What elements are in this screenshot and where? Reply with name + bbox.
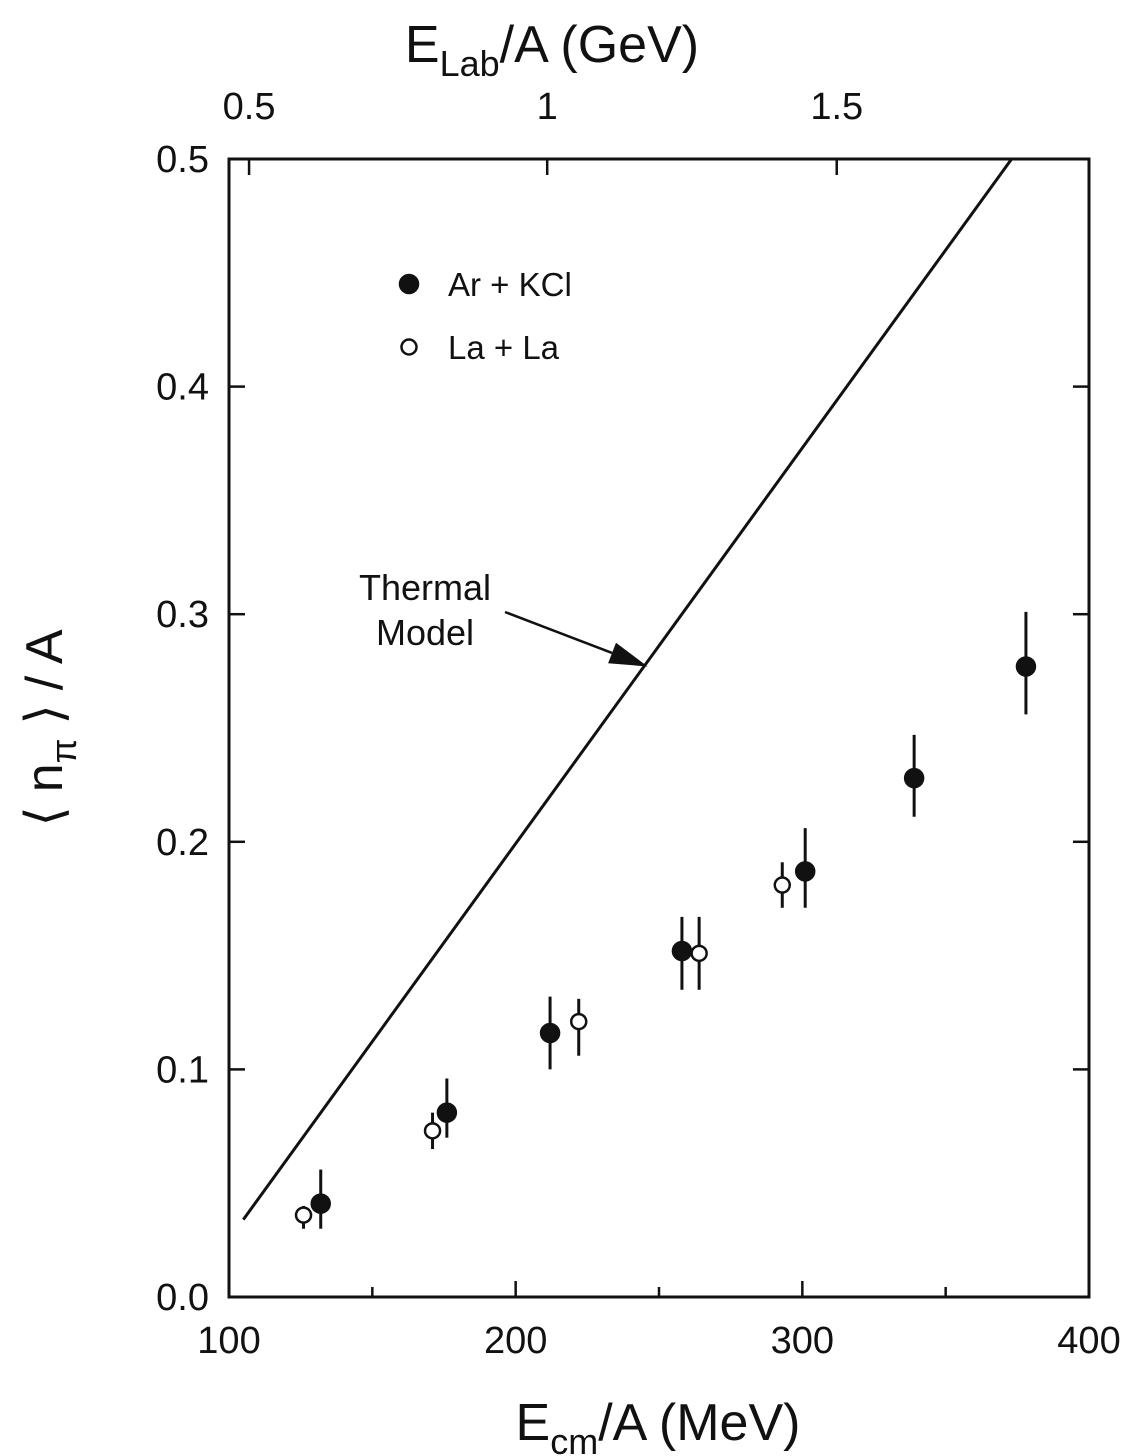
y-tick-label-0-0: 0.0 bbox=[156, 1277, 209, 1319]
thermal-model-label-line1: Thermal bbox=[359, 567, 491, 608]
y-tick-label-0-5: 0.5 bbox=[156, 139, 209, 181]
thermal-model-arrow bbox=[504, 610, 613, 655]
legend-marker-ar-kcl bbox=[398, 273, 420, 295]
y-tick-label-0-1: 0.1 bbox=[156, 1049, 209, 1091]
x2-tick-label-1-5: 1.5 bbox=[810, 86, 863, 128]
point-ar-kcl-3 bbox=[671, 940, 693, 962]
point-la-la-4 bbox=[773, 876, 792, 894]
y-axis-title: ⟨nπ⟩/ A bbox=[16, 629, 84, 826]
point-ar-kcl-5 bbox=[903, 767, 925, 789]
x-axis-title: Ecm/A (MeV) bbox=[516, 1394, 801, 1456]
plot-frame bbox=[227, 157, 1091, 1299]
point-ar-kcl-6 bbox=[1015, 656, 1037, 677]
thermal-model-line bbox=[242, 158, 1013, 1221]
point-ar-kcl-1 bbox=[436, 1102, 458, 1123]
point-la-la-3 bbox=[690, 944, 708, 963]
x2-axis-ticks: 0.5 1 1.5 bbox=[223, 86, 863, 175]
thermal-model-arrowhead bbox=[608, 642, 648, 667]
x-tick-label-400: 400 bbox=[1057, 1320, 1120, 1362]
point-ar-kcl-0 bbox=[310, 1193, 331, 1214]
point-la-la-1 bbox=[423, 1122, 442, 1140]
point-la-la-2 bbox=[569, 1012, 588, 1031]
y-tick-label-0-4: 0.4 bbox=[156, 367, 209, 409]
x-axis-ticks: 100 200 300 400 bbox=[197, 1281, 1121, 1362]
x2-tick-label-1: 1 bbox=[537, 86, 558, 128]
x2-axis-title: ELab/A (GeV) bbox=[405, 16, 699, 84]
legend-label-la-la: La + La bbox=[448, 329, 560, 366]
x-tick-label-300: 300 bbox=[771, 1320, 834, 1362]
y-tick-label-0-2: 0.2 bbox=[156, 822, 209, 864]
y-axis-ticks: 0.0 0.1 0.2 0.3 0.4 0.5 bbox=[156, 139, 1089, 1319]
y-tick-label-0-3: 0.3 bbox=[156, 594, 209, 636]
data-points bbox=[294, 611, 1037, 1229]
legend-label-ar-kcl: Ar + KCl bbox=[448, 266, 572, 303]
legend-marker-la-la bbox=[400, 338, 418, 356]
point-ar-kcl-2 bbox=[539, 1022, 561, 1044]
legend: Ar + KCl La + La bbox=[398, 266, 572, 366]
point-ar-kcl-4 bbox=[794, 861, 816, 882]
x2-tick-label-0-5: 0.5 bbox=[223, 86, 276, 128]
x-tick-label-200: 200 bbox=[484, 1320, 547, 1362]
x-tick-label-100: 100 bbox=[197, 1320, 260, 1362]
point-la-la-0 bbox=[294, 1206, 313, 1224]
thermal-model-label-line2: Model bbox=[376, 612, 474, 653]
